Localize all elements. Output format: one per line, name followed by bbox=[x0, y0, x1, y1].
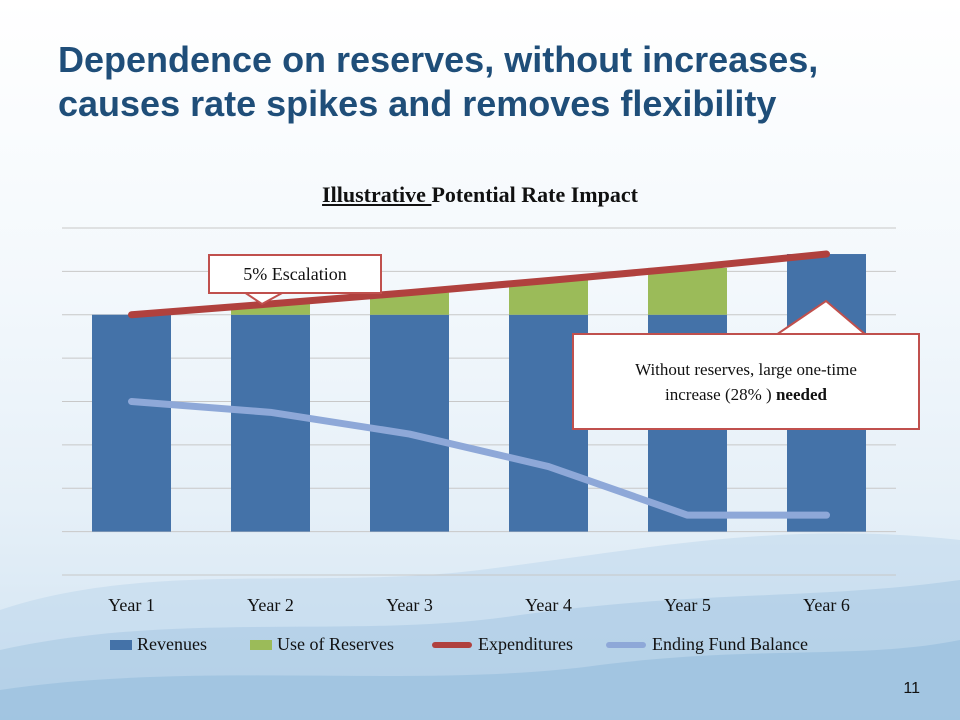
bar-revenues-1 bbox=[92, 314, 171, 532]
legend-item-ending-fund-balance: Ending Fund Balance bbox=[606, 634, 808, 655]
x-tick-label: Year 4 bbox=[525, 595, 572, 615]
legend-swatch-ending-fund-balance bbox=[606, 641, 646, 648]
x-tick-label: Year 5 bbox=[664, 595, 711, 615]
page-number: 11 bbox=[903, 680, 920, 697]
slide-title-line-1: Dependence on reserves, without increase… bbox=[58, 39, 819, 80]
x-tick-label: Year 2 bbox=[247, 595, 294, 615]
legend-swatch-expenditures bbox=[432, 641, 472, 648]
bar-use-of-reserves-2 bbox=[231, 303, 310, 315]
chart-title: Illustrative Potential Rate Impact bbox=[0, 182, 960, 208]
slide-title-line-2: causes rate spikes and removes flexibili… bbox=[58, 83, 777, 124]
bar-use-of-reserves-5 bbox=[648, 267, 727, 315]
line-ending-fund-balance bbox=[128, 398, 830, 519]
legend-label-ending-fund-balance: Ending Fund Balance bbox=[652, 634, 808, 654]
bar-revenues-2 bbox=[231, 314, 310, 532]
chart-legend: Revenues Use of Reserves Expenditures En… bbox=[110, 634, 870, 658]
increase-callout-line-2: increase (28% ) needed bbox=[574, 382, 918, 407]
x-tick-label: Year 3 bbox=[386, 595, 433, 615]
x-tick-label: Year 1 bbox=[108, 595, 155, 615]
legend-item-expenditures: Expenditures bbox=[432, 634, 573, 655]
increase-callout-text: increase (28% ) bbox=[665, 385, 776, 404]
line-expenditures bbox=[128, 250, 830, 319]
legend-swatch-revenues bbox=[110, 639, 132, 650]
legend-label-revenues: Revenues bbox=[137, 634, 207, 654]
increase-callout: Without reserves, large one-time increas… bbox=[572, 333, 920, 430]
bar-revenues-3 bbox=[370, 314, 449, 532]
x-tick-label: Year 6 bbox=[803, 595, 850, 615]
escalation-callout: 5% Escalation bbox=[208, 254, 382, 294]
bar-use-of-reserves-3 bbox=[370, 292, 449, 315]
slide-title: Dependence on reserves, without increase… bbox=[58, 38, 918, 126]
legend-label-expenditures: Expenditures bbox=[478, 634, 573, 654]
increase-callout-bold: needed bbox=[775, 385, 827, 404]
legend-item-revenues: Revenues bbox=[110, 634, 207, 655]
increase-callout-line-1: Without reserves, large one-time bbox=[635, 360, 857, 379]
chart-title-rest: Potential Rate Impact bbox=[431, 182, 638, 207]
legend-item-use-of-reserves: Use of Reserves bbox=[250, 634, 394, 655]
chart-title-underlined: Illustrative bbox=[322, 182, 432, 207]
legend-swatch-use-of-reserves bbox=[250, 639, 272, 650]
legend-label-use-of-reserves: Use of Reserves bbox=[277, 634, 394, 654]
